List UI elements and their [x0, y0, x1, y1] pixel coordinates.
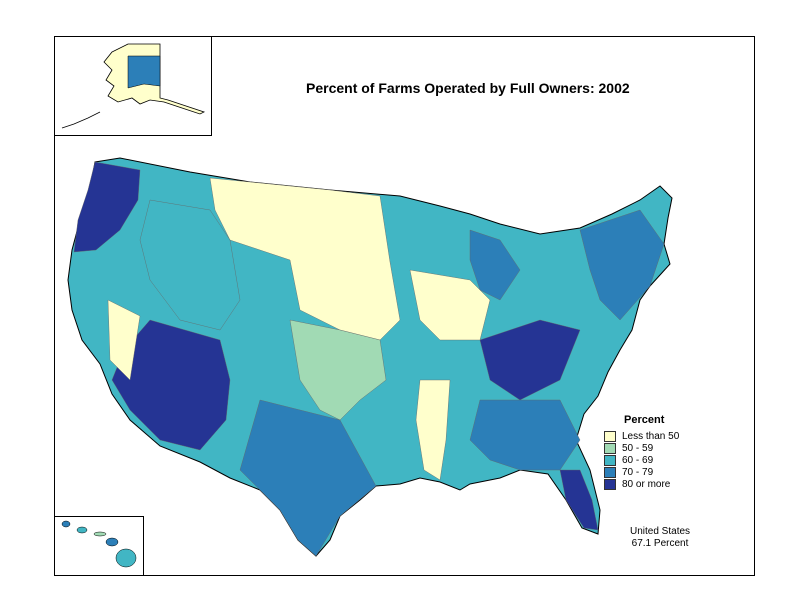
alaska-map: [61, 43, 206, 129]
hawaii-map: [61, 520, 137, 568]
region-southeast: [469, 399, 581, 471]
hawaii-island-kauai: [61, 520, 71, 528]
legend-swatch: [604, 466, 616, 478]
region-appalachia: [479, 319, 581, 401]
legend-label: 70 - 79: [622, 466, 654, 478]
legend-item: 70 - 79: [604, 466, 679, 478]
legend-swatch: [604, 442, 616, 454]
region-northeast: [579, 209, 665, 321]
legend-label: 80 or more: [622, 478, 671, 490]
legend-item: Less than 50: [604, 430, 679, 442]
legend-item: 80 or more: [604, 478, 679, 490]
map-frame: [54, 36, 755, 576]
legend-swatch: [604, 454, 616, 466]
hawaii-island-oahu: [76, 526, 88, 534]
region-great-lakes: [469, 229, 521, 301]
region-nevada-west: [107, 299, 141, 381]
summary-value: 67.1 Percent: [631, 538, 689, 549]
hawaii-island-maui: [105, 537, 119, 547]
legend-swatch: [604, 478, 616, 490]
region-texas: [239, 399, 377, 557]
legend-label: Less than 50: [622, 430, 680, 442]
summary-region: United States: [630, 526, 691, 537]
region-pacific-northwest: [73, 161, 141, 253]
region-southern-plains: [289, 319, 387, 421]
map-title: Percent of Farms Operated by Full Owners…: [306, 80, 630, 96]
legend-title: Percent: [624, 414, 665, 426]
alaska-southcentral: [127, 55, 161, 89]
legend-swatch: [604, 430, 616, 442]
alaska-aleutians: [61, 111, 101, 129]
hawaii-island-molokai: [93, 531, 107, 537]
legend: Percent Less than 50 50 - 59 60 - 69 70 …: [604, 414, 679, 490]
legend-item: 50 - 59: [604, 442, 679, 454]
hawaii-island-big: [115, 548, 137, 568]
legend-label: 50 - 59: [622, 442, 654, 454]
region-florida: [559, 469, 599, 531]
region-rocky-mountains: [139, 199, 241, 331]
contiguous-us-map: [67, 157, 673, 557]
legend-item: 60 - 69: [604, 454, 679, 466]
region-mississippi-delta: [415, 379, 451, 481]
legend-label: 60 - 69: [622, 454, 654, 466]
summary-block: United States 67.1 Percent: [630, 526, 690, 550]
